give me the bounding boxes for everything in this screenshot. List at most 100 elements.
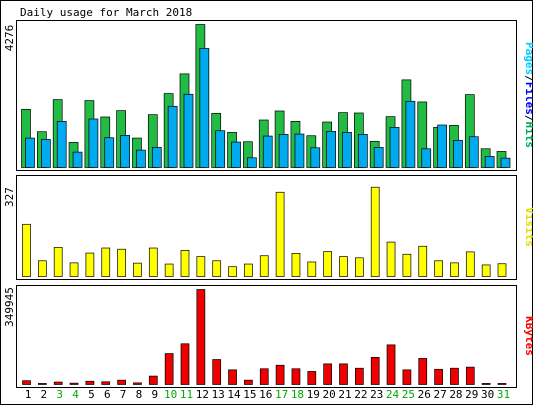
day-label-22: 22: [354, 388, 367, 401]
bar-visits-day-24: [386, 241, 396, 277]
bar-kbytes-day-23: [370, 357, 380, 385]
bar-files-day-8: [136, 149, 146, 168]
bar-visits-day-23: [370, 186, 380, 277]
bar-visits-day-7: [117, 248, 126, 277]
day-label-26: 26: [418, 388, 431, 401]
bar-kbytes-day-10: [164, 353, 174, 385]
bar-kbytes-day-24: [386, 344, 396, 385]
bar-kbytes-day-30: [481, 383, 491, 385]
bar-files-day-25: [405, 100, 416, 168]
bar-files-day-16: [262, 135, 273, 168]
panel-kbytes-frame: [16, 285, 517, 388]
bar-kbytes-day-29: [465, 366, 475, 385]
bar-visits-day-6: [101, 247, 111, 277]
day-label-27: 27: [433, 388, 446, 401]
bar-files-day-4: [72, 151, 83, 168]
panel-visits-scale-label: 327: [3, 187, 16, 207]
day-label-15: 15: [243, 388, 256, 401]
bar-kbytes-day-6: [101, 381, 111, 385]
bar-kbytes-day-12: [196, 289, 206, 385]
bar-visits-day-19: [307, 261, 317, 277]
bar-kbytes-day-18: [291, 368, 301, 385]
bar-kbytes-day-19: [307, 371, 317, 385]
day-label-16: 16: [259, 388, 272, 401]
bar-files-day-12: [199, 48, 210, 168]
bar-visits-day-25: [402, 253, 412, 277]
bar-visits-day-5: [85, 252, 95, 277]
bar-files-day-9: [151, 147, 162, 168]
day-label-28: 28: [449, 388, 462, 401]
panel-hits-scale-label: 4276: [3, 25, 16, 52]
bar-visits-day-29: [465, 251, 475, 277]
bar-kbytes-day-16: [259, 368, 269, 385]
day-label-23: 23: [370, 388, 383, 401]
bar-kbytes-day-21: [339, 363, 348, 385]
bar-visits-day-28: [450, 262, 459, 277]
bar-files-day-24: [389, 127, 400, 168]
day-label-31: 31: [497, 388, 510, 401]
bar-kbytes-day-20: [323, 363, 332, 385]
bar-files-day-29: [468, 136, 479, 168]
bar-kbytes-day-3: [53, 381, 63, 385]
day-label-11: 11: [180, 388, 193, 401]
bar-kbytes-day-25: [402, 369, 412, 385]
bar-kbytes-day-4: [69, 382, 79, 385]
bar-kbytes-day-9: [148, 375, 158, 385]
day-label-21: 21: [338, 388, 351, 401]
bar-visits-day-18: [291, 253, 301, 277]
bar-visits-day-27: [434, 260, 443, 277]
bar-files-day-14: [231, 141, 241, 168]
bar-files-day-1: [25, 137, 35, 168]
bar-files-day-3: [56, 120, 67, 168]
bar-visits-day-21: [339, 256, 348, 277]
bar-kbytes-day-14: [228, 369, 237, 385]
bar-visits-day-3: [53, 247, 63, 277]
bar-visits-day-9: [148, 247, 158, 277]
panel-kbytes-side-label-part: KBytes: [523, 316, 533, 356]
panel-visits-side-label-part: Visits: [523, 207, 533, 247]
bar-files-day-13: [215, 130, 226, 168]
bar-files-day-28: [453, 140, 463, 168]
bar-visits-day-30: [481, 264, 491, 277]
bar-kbytes-day-28: [450, 367, 459, 385]
panel-hits-side-label-part: /: [523, 75, 533, 82]
panel-hits-side-label-part: Files: [523, 82, 533, 115]
day-label-17: 17: [275, 388, 288, 401]
bar-files-day-22: [358, 134, 368, 168]
bar-kbytes-day-27: [434, 368, 443, 385]
bar-kbytes-day-1: [22, 380, 31, 385]
bar-kbytes-day-11: [180, 343, 190, 385]
chart-title: Daily usage for March 2018: [20, 6, 192, 19]
bar-visits-day-10: [164, 263, 174, 277]
series-kbytes: [22, 289, 507, 385]
bar-files-day-18: [294, 133, 305, 168]
day-label-10: 10: [164, 388, 177, 401]
bar-kbytes-day-2: [37, 383, 47, 385]
bar-visits-day-1: [22, 223, 31, 277]
panel-kbytes-scale-label: 349945: [3, 287, 16, 327]
bar-kbytes-day-31: [497, 383, 507, 385]
day-label-24: 24: [386, 388, 400, 401]
day-label-6: 6: [104, 388, 111, 401]
day-label-4: 4: [72, 388, 79, 401]
day-label-20: 20: [323, 388, 336, 401]
day-label-9: 9: [151, 388, 158, 401]
day-label-1: 1: [25, 388, 32, 401]
bar-visits-day-14: [228, 266, 237, 277]
bar-visits-day-31: [497, 263, 507, 277]
bar-kbytes-day-17: [275, 364, 285, 385]
panel-kbytes-side-label: KBytes: [523, 316, 533, 356]
bar-kbytes-day-5: [85, 380, 95, 385]
panel-hits-side-label-part: Pages: [523, 42, 533, 75]
bar-kbytes-day-7: [117, 379, 126, 385]
bar-files-day-19: [310, 147, 321, 168]
panel-visits: 327 Visits: [3, 175, 533, 280]
day-label-2: 2: [41, 388, 48, 401]
bar-files-day-20: [326, 131, 336, 168]
bar-files-day-27: [437, 124, 447, 168]
panel-hits-side-label-part: /: [523, 115, 533, 122]
